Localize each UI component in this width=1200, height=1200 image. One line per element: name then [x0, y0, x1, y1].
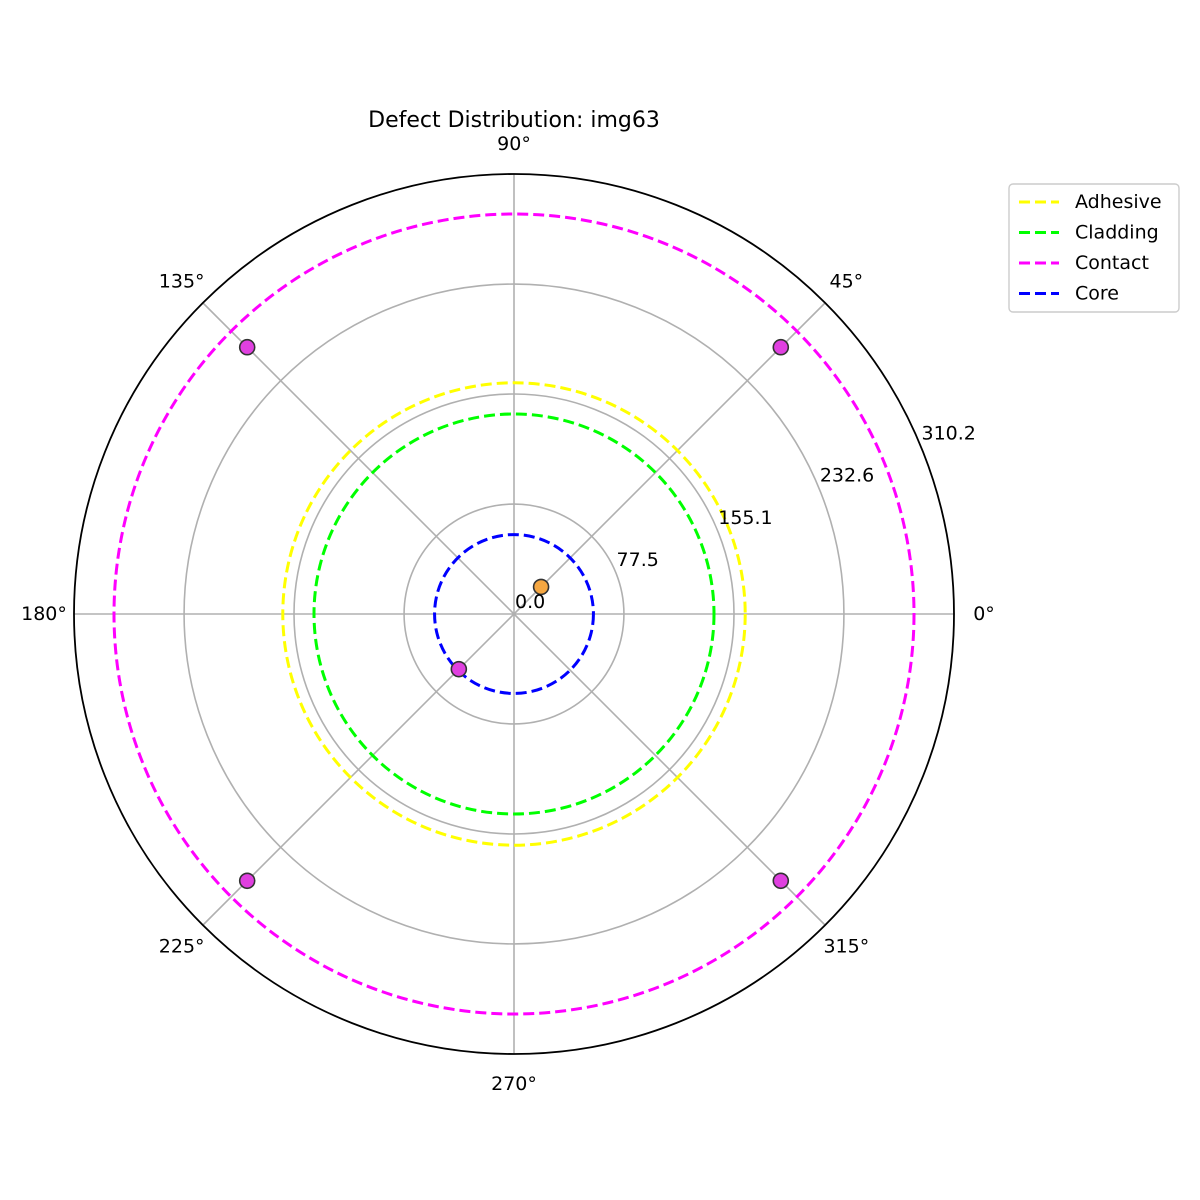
chart-title: Defect Distribution: img63: [368, 108, 660, 133]
angular-gridline-1: [513, 302, 826, 615]
angular-tick-label-1: 45°: [829, 271, 863, 293]
angular-tick-label-0: 0°: [973, 603, 995, 625]
defect-point-5: [450, 660, 468, 678]
angular-tick-label-5: 225°: [159, 935, 205, 957]
defect-point-1: [772, 338, 790, 356]
angular-tick-label-7: 315°: [823, 935, 869, 957]
zone-circles: [112, 212, 916, 1016]
radial-tick-label-3: 232.6: [820, 465, 874, 487]
radial-tick-label-2: 155.1: [718, 507, 772, 529]
legend-label-core: Core: [1075, 283, 1119, 305]
polar-frame: [73, 173, 955, 1055]
legend-label-cladding: Cladding: [1075, 222, 1159, 244]
polar-grid: [73, 173, 955, 1055]
angular-gridline-3: [202, 302, 515, 615]
defect-point-3: [238, 872, 256, 890]
legend-label-contact: Contact: [1075, 252, 1149, 274]
zone-circle-core: [433, 533, 595, 695]
legend-label-adhesive: Adhesive: [1075, 191, 1162, 213]
radial-tick-label-4: 310.2: [922, 423, 976, 445]
defect-points: [238, 338, 790, 890]
zone-circle-adhesive: [281, 381, 747, 847]
angular-gridline-7: [513, 613, 826, 926]
legend-frame: [1008, 183, 1180, 313]
defect-point-4: [772, 872, 790, 890]
angular-tick-label-6: 270°: [491, 1073, 537, 1095]
defect-point-0: [532, 578, 550, 596]
zone-circle-cladding: [312, 412, 716, 816]
angular-tick-label-3: 135°: [159, 271, 205, 293]
tick-labels: 0° 45° 90° 135° 180° 225° 270° 315° 0.0 77.5 155.1…: [21, 133, 995, 1095]
radial-tick-label-1: 77.5: [617, 549, 659, 571]
angular-tick-label-4: 180°: [21, 603, 67, 625]
zone-circle-contact: [112, 212, 916, 1016]
angular-tick-label-2: 90°: [497, 133, 531, 155]
defect-point-2: [238, 338, 256, 356]
legend: Adhesive Cladding Contact Core: [1008, 183, 1180, 313]
radial-tick-label-0: 0.0: [515, 591, 545, 613]
